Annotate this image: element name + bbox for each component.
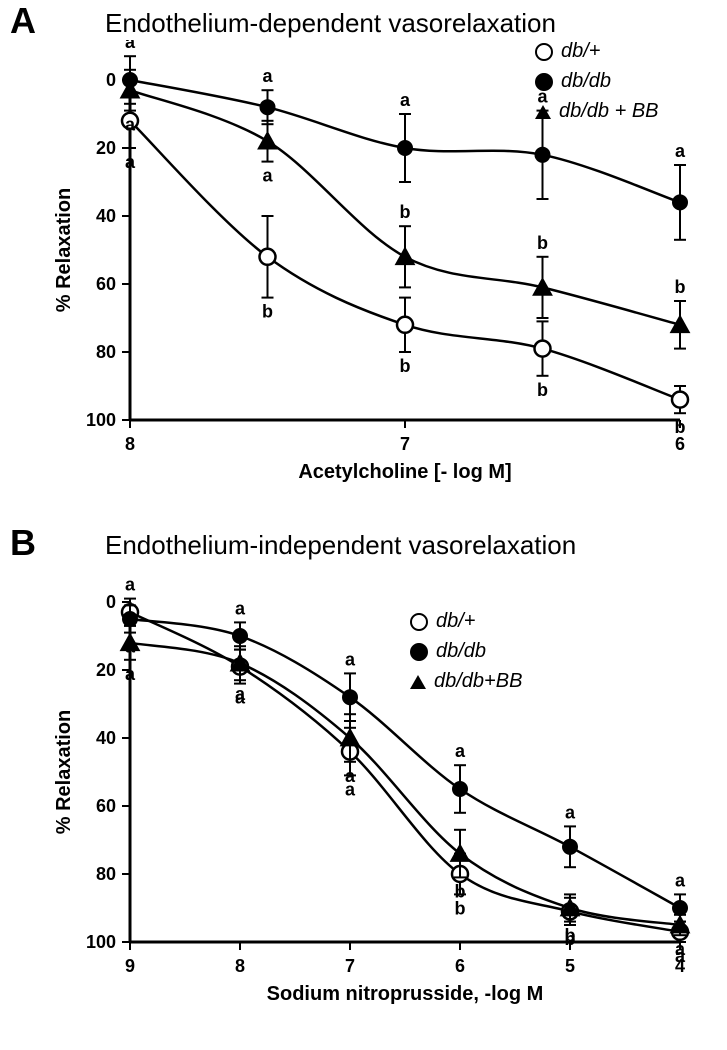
svg-text:% Relaxation: % Relaxation — [53, 710, 75, 834]
svg-text:0: 0 — [106, 592, 116, 612]
svg-text:60: 60 — [96, 274, 116, 294]
svg-text:a: a — [345, 766, 356, 786]
svg-text:40: 40 — [96, 728, 116, 748]
panel-a-chart: 020406080100876Acetylcholine [- log M]% … — [0, 40, 727, 520]
svg-text:5: 5 — [565, 956, 575, 976]
svg-text:a: a — [235, 598, 246, 618]
svg-text:b: b — [565, 926, 576, 946]
svg-text:60: 60 — [96, 796, 116, 816]
svg-text:9: 9 — [125, 956, 135, 976]
svg-text:b: b — [400, 202, 411, 222]
svg-text:a: a — [125, 115, 136, 135]
svg-text:% Relaxation: % Relaxation — [53, 188, 75, 312]
panel-b-label: B — [10, 522, 36, 564]
svg-text:b: b — [675, 417, 686, 437]
svg-text:a: a — [675, 870, 686, 890]
panel-b-chart: 020406080100987654Sodium nitroprusside, … — [0, 562, 727, 1042]
svg-text:20: 20 — [96, 660, 116, 680]
svg-text:8: 8 — [235, 956, 245, 976]
svg-text:100: 100 — [86, 410, 116, 430]
svg-text:b: b — [455, 881, 466, 901]
svg-text:b: b — [537, 233, 548, 253]
svg-text:7: 7 — [400, 434, 410, 454]
svg-text:20: 20 — [96, 138, 116, 158]
svg-text:Sodium nitroprusside, -log M: Sodium nitroprusside, -log M — [267, 983, 544, 1005]
svg-text:a: a — [125, 664, 136, 684]
svg-text:100: 100 — [86, 932, 116, 952]
svg-text:a: a — [125, 575, 136, 595]
svg-text:a: a — [537, 87, 548, 107]
svg-text:a: a — [125, 152, 136, 172]
svg-text:80: 80 — [96, 864, 116, 884]
svg-text:80: 80 — [96, 342, 116, 362]
svg-text:Acetylcholine [- log M]: Acetylcholine [- log M] — [298, 461, 511, 483]
svg-text:a: a — [675, 141, 686, 161]
svg-text:b: b — [262, 302, 273, 322]
svg-text:a: a — [262, 66, 273, 86]
svg-text:0: 0 — [106, 70, 116, 90]
svg-text:a: a — [235, 684, 246, 704]
svg-text:a: a — [345, 649, 356, 669]
svg-text:7: 7 — [345, 956, 355, 976]
svg-text:6: 6 — [455, 956, 465, 976]
svg-text:a: a — [455, 741, 466, 761]
svg-text:b: b — [400, 356, 411, 376]
panel-b-title: Endothelium-independent vasorelaxation — [105, 530, 576, 561]
svg-text:a: a — [400, 90, 411, 110]
svg-text:8: 8 — [125, 434, 135, 454]
panel-a-title: Endothelium-dependent vasorelaxation — [105, 8, 556, 39]
svg-text:a: a — [262, 166, 273, 186]
svg-text:a: a — [125, 40, 136, 52]
svg-text:40: 40 — [96, 206, 116, 226]
svg-text:b: b — [675, 277, 686, 297]
svg-text:a: a — [565, 802, 576, 822]
svg-text:a: a — [675, 939, 686, 959]
figure-root: A Endothelium-dependent vasorelaxation d… — [0, 0, 727, 1050]
svg-text:b: b — [537, 380, 548, 400]
panel-a-label: A — [10, 0, 36, 42]
